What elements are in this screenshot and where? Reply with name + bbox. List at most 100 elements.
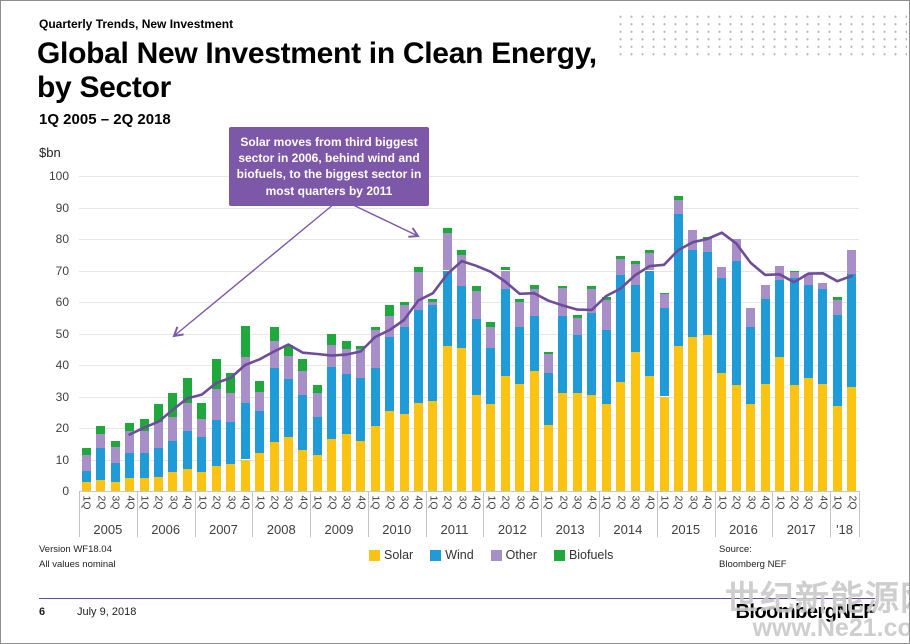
bar-segment-other bbox=[385, 316, 395, 337]
bar-segment-other bbox=[399, 305, 409, 328]
bar-segment-other bbox=[587, 289, 597, 314]
quarter-label: 2Q bbox=[95, 495, 108, 510]
bar-segment-other bbox=[413, 272, 423, 310]
quarter-label: 2Q bbox=[152, 495, 165, 510]
year-label: 2013 bbox=[555, 522, 585, 537]
bar-segment-solar bbox=[659, 396, 669, 491]
bar-segment-wind bbox=[688, 250, 698, 337]
bar-segment-wind bbox=[616, 275, 626, 383]
bar-segment-solar bbox=[356, 440, 366, 491]
legend-swatch-biofuels bbox=[553, 549, 565, 561]
bar-segment-wind bbox=[327, 366, 337, 439]
quarter-label: 2Q bbox=[210, 495, 223, 510]
bar-segment-biofuels bbox=[457, 250, 467, 255]
bar-segment-other bbox=[515, 302, 525, 328]
bar-segment-biofuels bbox=[442, 227, 452, 233]
bar-segment-solar bbox=[182, 468, 192, 491]
quarter-label: 4Q bbox=[470, 495, 483, 510]
legend-item-biofuels: Biofuels bbox=[553, 548, 614, 562]
bar-segment-wind bbox=[515, 327, 525, 384]
quarter-label: 3Q bbox=[398, 495, 411, 510]
quarter-label: 3Q bbox=[514, 495, 527, 510]
bar-segment-solar bbox=[197, 472, 207, 491]
bar-segment-other bbox=[760, 284, 770, 299]
bar-segment-wind bbox=[269, 368, 279, 443]
year-separator bbox=[136, 491, 138, 537]
quarter-label: 1Q bbox=[774, 495, 787, 510]
gridline bbox=[79, 396, 859, 398]
bar-segment-other bbox=[630, 264, 640, 285]
quarter-label: 4Q bbox=[124, 495, 137, 510]
quarter-label: 1Q bbox=[542, 495, 555, 510]
bar-segment-biofuels bbox=[399, 302, 409, 306]
version-note-line1: Version WF18.04 bbox=[39, 544, 112, 555]
legend-swatch-wind bbox=[430, 549, 442, 561]
year-label: '18 bbox=[836, 522, 854, 537]
bar-segment-wind bbox=[803, 284, 813, 378]
bar-segment-solar bbox=[385, 410, 395, 491]
quarter-label: 3Q bbox=[687, 495, 700, 510]
y-axis-tick-label: 50 bbox=[55, 326, 69, 341]
bar-segment-biofuels bbox=[125, 423, 135, 432]
quarter-label: 1Q bbox=[427, 495, 440, 510]
bar-segment-biofuels bbox=[139, 418, 149, 432]
y-axis-tick-label: 60 bbox=[55, 295, 69, 309]
bar-segment-biofuels bbox=[428, 298, 438, 302]
bar-segment-other bbox=[327, 344, 337, 367]
y-axis-tick-label: 70 bbox=[55, 263, 69, 278]
bar-segment-biofuels bbox=[832, 297, 842, 301]
bar-segment-other bbox=[226, 393, 236, 422]
quarter-label: 1Q bbox=[831, 495, 844, 510]
bar-segment-solar bbox=[255, 453, 265, 491]
bar-segment-other bbox=[543, 353, 553, 373]
bar-segment-other bbox=[370, 330, 380, 369]
bar-segment-biofuels bbox=[298, 358, 308, 372]
bar-segment-biofuels bbox=[168, 393, 178, 417]
bar-segment-biofuels bbox=[385, 305, 395, 317]
bar-segment-wind bbox=[283, 379, 293, 438]
year-separator bbox=[714, 491, 716, 537]
bar-segment-biofuels bbox=[543, 352, 553, 354]
bar-segment-biofuels bbox=[153, 404, 163, 422]
quarter-label: 3Q bbox=[571, 495, 584, 510]
bar-segment-solar bbox=[775, 357, 785, 491]
quarter-label: 1Q bbox=[485, 495, 498, 510]
bar-segment-biofuels bbox=[471, 286, 481, 291]
bar-segment-biofuels bbox=[182, 377, 192, 403]
quarter-label: 1Q bbox=[138, 495, 151, 510]
bar-segment-wind bbox=[312, 416, 322, 455]
gridline bbox=[79, 207, 859, 209]
quarter-label: 4Q bbox=[355, 495, 368, 510]
bar-segment-biofuels bbox=[413, 267, 423, 273]
year-label: 2008 bbox=[266, 522, 296, 537]
bar-segment-biofuels bbox=[341, 341, 351, 350]
bar-segment-wind bbox=[486, 347, 496, 405]
quarter-label: 2Q bbox=[441, 495, 454, 510]
bar-segment-solar bbox=[486, 404, 496, 491]
bar-segment-solar bbox=[601, 404, 611, 491]
legend-label: Biofuels bbox=[568, 548, 614, 562]
bar-segment-wind bbox=[341, 374, 351, 435]
bar-segment-other bbox=[558, 287, 568, 317]
bar-segment-other bbox=[312, 393, 322, 417]
bar-segment-wind bbox=[775, 279, 785, 358]
bar-segment-solar bbox=[803, 377, 813, 491]
bar-segment-wind bbox=[789, 278, 799, 386]
y-axis-tick-label: 10 bbox=[55, 452, 69, 467]
quarter-label: 2Q bbox=[730, 495, 743, 510]
bar-segment-solar bbox=[616, 382, 626, 491]
gridline bbox=[79, 270, 859, 272]
bar-segment-wind bbox=[240, 402, 250, 460]
bar-segment-wind bbox=[182, 431, 192, 469]
bar-segment-other bbox=[110, 446, 120, 463]
y-axis-unit-label: $bn bbox=[39, 145, 61, 160]
year-label: 2016 bbox=[728, 522, 758, 537]
bar-segment-other bbox=[471, 290, 481, 320]
bar-segment-solar bbox=[370, 426, 380, 491]
bar-segment-solar bbox=[125, 478, 135, 491]
bar-segment-other bbox=[168, 416, 178, 441]
bar-segment-biofuels bbox=[96, 426, 106, 435]
footer-date: July 9, 2018 bbox=[77, 606, 137, 618]
bar-segment-wind bbox=[356, 377, 366, 441]
bar-segment-wind bbox=[832, 314, 842, 406]
